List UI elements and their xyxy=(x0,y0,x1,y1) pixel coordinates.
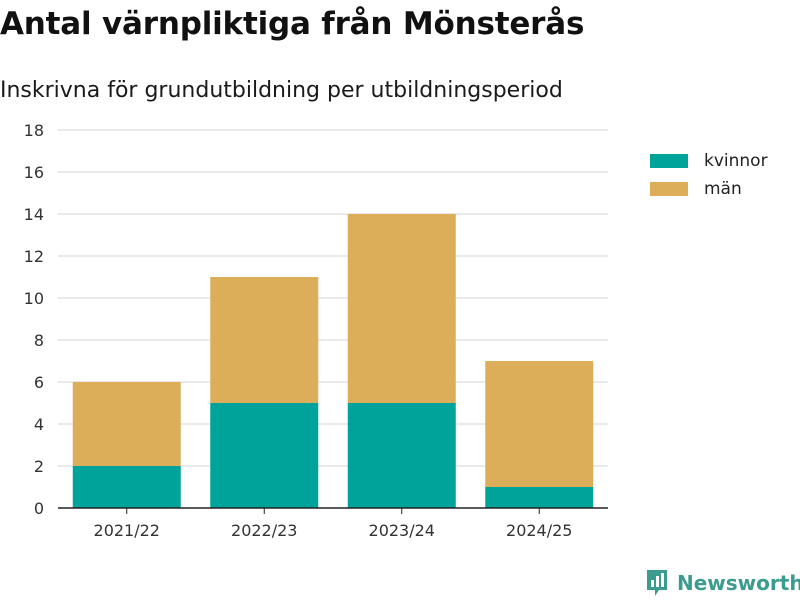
y-tick-label-8: 8 xyxy=(34,331,44,350)
x-tick-label-2022-23: 2022/23 xyxy=(231,521,297,540)
bar-män-2024-25 xyxy=(485,361,594,487)
bar-kvinnor-2021-22 xyxy=(72,466,181,508)
bar-män-2023-24 xyxy=(347,214,456,403)
bar-män-2022-23 xyxy=(210,277,319,403)
y-tick-label-4: 4 xyxy=(34,415,44,434)
x-tick-label-2021-22: 2021/22 xyxy=(94,521,160,540)
bar-kvinnor-2024-25 xyxy=(485,487,594,508)
bars xyxy=(72,214,594,508)
bar-kvinnor-2022-23 xyxy=(210,403,319,508)
y-tick-label-0: 0 xyxy=(34,499,44,518)
gridlines xyxy=(58,129,608,467)
y-tick-label-2: 2 xyxy=(34,457,44,476)
chart-title: Antal värnpliktiga från Mönsterås xyxy=(0,6,585,42)
bar-män-2021-22 xyxy=(72,382,181,466)
x-tick-label-2024-25: 2024/25 xyxy=(506,521,572,540)
bar-kvinnor-2023-24 xyxy=(347,403,456,508)
y-tick-label-14: 14 xyxy=(24,205,44,224)
chart-subtitle: Inskrivna för grundutbildning per utbild… xyxy=(0,78,563,103)
y-tick-label-16: 16 xyxy=(24,163,44,182)
legend-item-kvinnor[interactable]: kvinnor xyxy=(650,147,768,175)
legend-swatch-man xyxy=(650,182,688,196)
y-tick-label-12: 12 xyxy=(24,247,44,266)
legend-item-man[interactable]: män xyxy=(650,175,768,203)
axes: 0 2 4 6 8 10 12 14 16 18 2021/22 2022/23 2023/24 2024… xyxy=(24,121,608,540)
x-tick-label-2023-24: 2023/24 xyxy=(369,521,435,540)
legend-label-man: män xyxy=(704,179,742,199)
legend: kvinnor män xyxy=(650,147,768,203)
y-tick-label-6: 6 xyxy=(34,373,44,392)
brand-logo[interactable]: Newsworthy xyxy=(645,568,800,598)
newsworthy-logo-icon xyxy=(647,570,667,596)
y-tick-label-18: 18 xyxy=(24,121,44,140)
legend-label-kvinnor: kvinnor xyxy=(704,151,768,171)
y-tick-label-10: 10 xyxy=(24,289,44,308)
legend-swatch-kvinnor xyxy=(650,154,688,168)
brand-name: Newsworthy xyxy=(677,571,800,595)
